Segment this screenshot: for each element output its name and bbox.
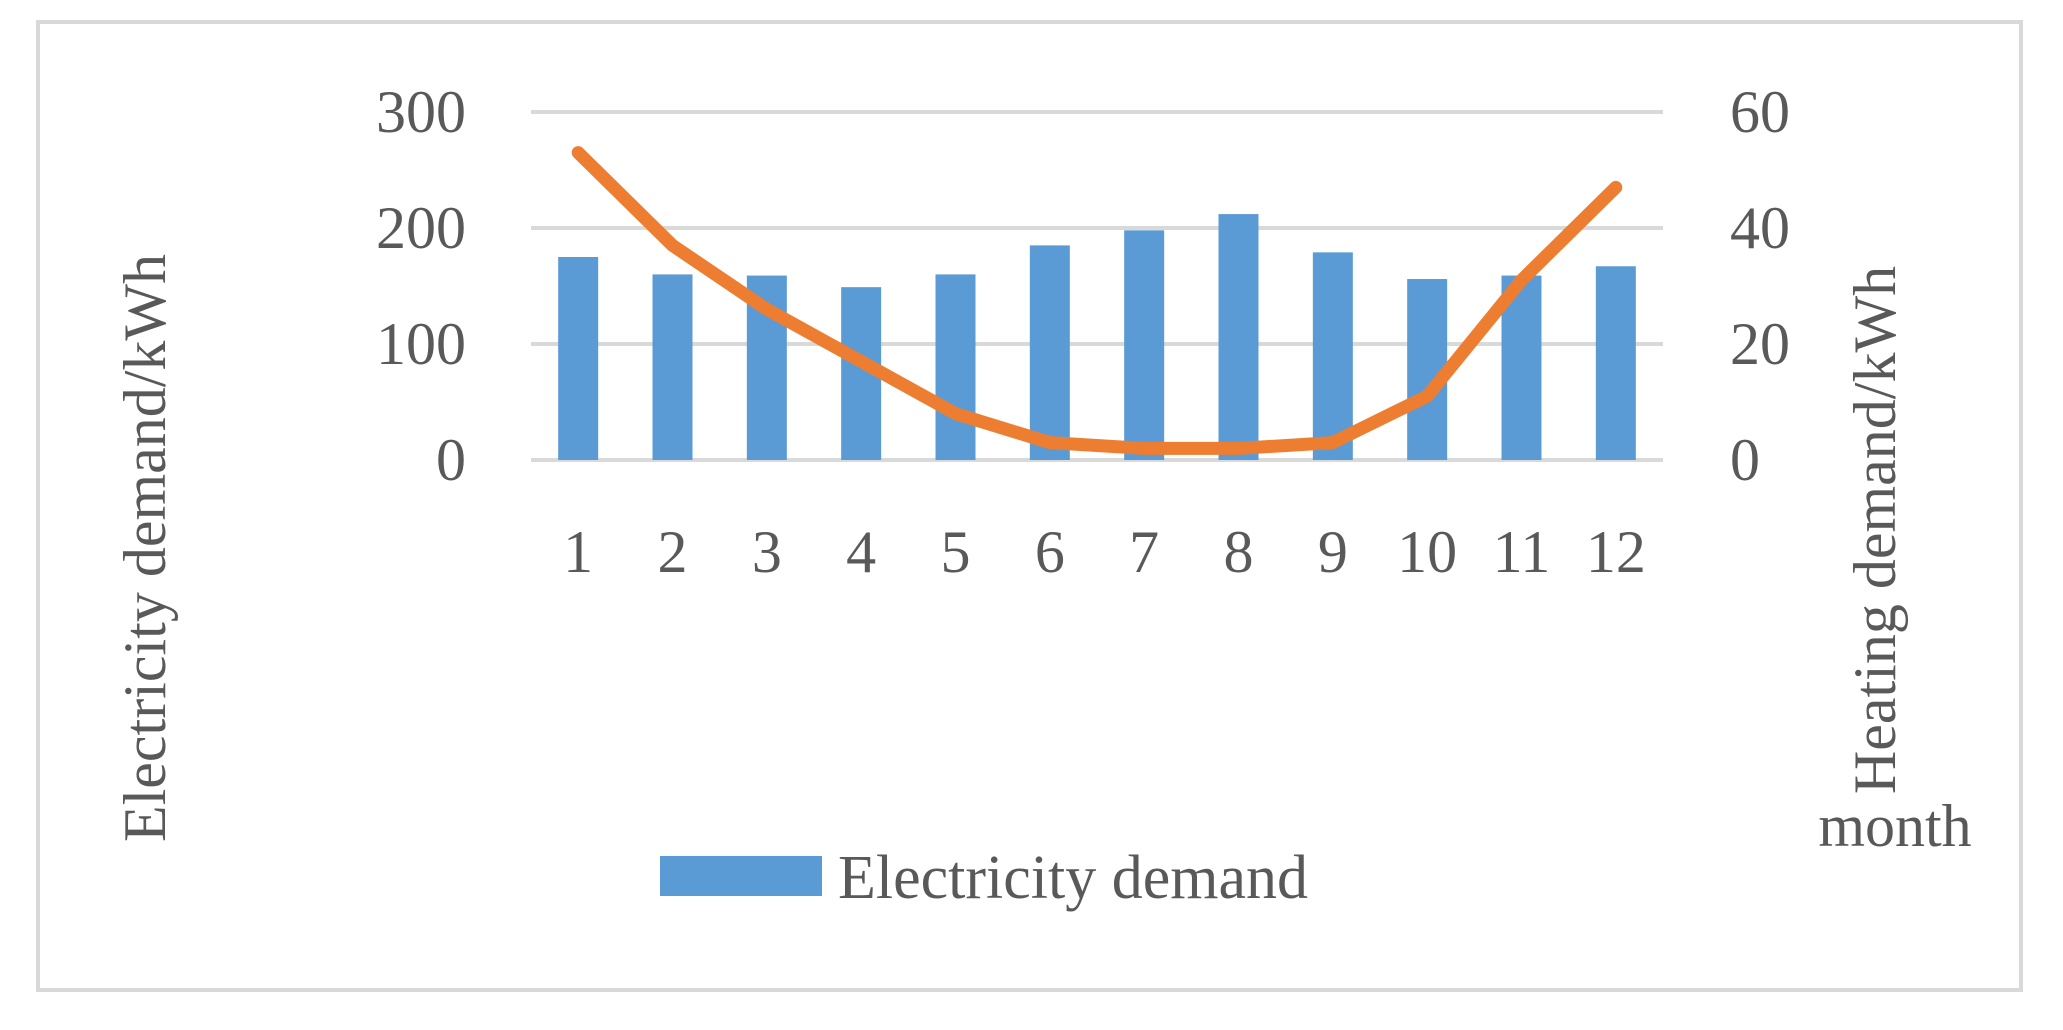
x-axis-ticks: 1 2 3 4 5 6 7 8 9 10 11 12 [563, 519, 1646, 585]
y2-axis-title: Heating demand/kWh [1842, 266, 1908, 794]
x-tick-label: 9 [1318, 519, 1348, 585]
bar [1407, 279, 1448, 460]
x-tick-label: 12 [1586, 519, 1646, 585]
legend-label-electricity: Electricity demand [838, 844, 1308, 912]
heating-demand-line [571, 146, 1623, 455]
bar [1124, 230, 1165, 460]
x-tick-label: 6 [1035, 519, 1065, 585]
line-series [571, 146, 1623, 455]
legend-swatch-electricity [660, 856, 822, 896]
x-tick-label: 1 [563, 519, 593, 585]
y-tick-label: 100 [376, 311, 466, 377]
x-tick-label: 8 [1224, 519, 1254, 585]
x-tick-label: 7 [1129, 519, 1159, 585]
x-tick-label: 10 [1397, 519, 1457, 585]
legend: Electricity demand [660, 844, 1308, 912]
chart-frame [36, 20, 2023, 992]
bar [1029, 245, 1070, 460]
bar [1218, 214, 1259, 460]
x-tick-label: 3 [752, 519, 782, 585]
y-axis-title: Electricity demand/kWh [112, 254, 178, 842]
y-tick-label: 0 [436, 427, 466, 493]
y-tick-label: 300 [376, 79, 466, 145]
bar [1312, 252, 1353, 460]
x-tick-label: 5 [941, 519, 971, 585]
bar-series [558, 214, 1636, 460]
y2-tick-label: 40 [1730, 195, 1790, 261]
right-axis-ticks: 0 20 40 60 [1730, 79, 1790, 493]
y2-tick-label: 0 [1730, 427, 1760, 493]
gridlines [531, 110, 1663, 462]
y-tick-label: 200 [376, 195, 466, 261]
bar [652, 274, 693, 460]
x-tick-label: 4 [846, 519, 876, 585]
bar [935, 274, 976, 460]
bar [1595, 266, 1636, 460]
y2-tick-label: 60 [1730, 79, 1790, 145]
x-tick-label: 2 [658, 519, 688, 585]
bar [558, 257, 599, 460]
y2-tick-label: 20 [1730, 311, 1790, 377]
x-tick-label: 11 [1493, 519, 1551, 585]
left-axis-ticks: 0 100 200 300 [376, 79, 466, 493]
x-axis-title: month [1818, 793, 1971, 859]
